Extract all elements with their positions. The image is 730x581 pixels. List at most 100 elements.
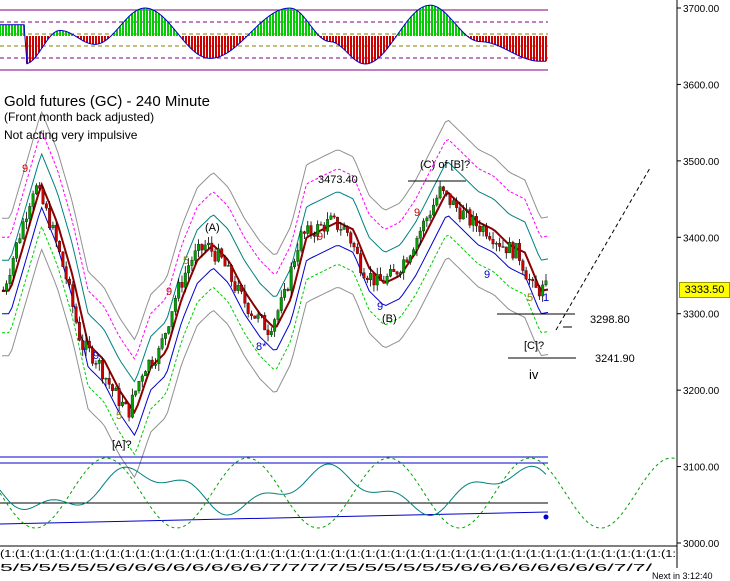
bear-candle	[319, 224, 323, 226]
bull-candle	[187, 265, 191, 274]
bull-candle	[114, 388, 118, 391]
bear-candle	[484, 226, 488, 237]
bear-candle	[81, 340, 85, 350]
y-tick-label: 3500.00	[683, 157, 720, 168]
bear-candle	[455, 200, 459, 208]
bull-candle	[163, 333, 167, 339]
cycle-endpoint-dot	[543, 514, 549, 520]
bear-candle	[478, 225, 482, 232]
sequential-count: 1	[543, 292, 549, 304]
bull-candle	[134, 390, 138, 396]
chart-note: Not acting very impulsive	[4, 128, 138, 142]
bull-candle	[5, 283, 9, 292]
bear-candle	[332, 215, 336, 218]
bull-candle	[326, 219, 330, 232]
bull-candle	[339, 229, 343, 231]
cycle-oscillator-panel	[0, 456, 677, 529]
bear-candle	[243, 291, 247, 304]
bull-candle	[289, 266, 293, 291]
bear-candle	[448, 193, 452, 205]
bull-candle	[428, 214, 432, 219]
bear-candle	[64, 266, 68, 280]
bull-candle	[120, 401, 124, 406]
bear-candle	[111, 384, 114, 391]
price-label-3298: 3298.80	[590, 314, 630, 326]
sequential-count: 9	[377, 301, 383, 313]
bull-candle	[435, 197, 439, 206]
bear-candle	[150, 359, 154, 366]
bear-candle	[441, 186, 445, 191]
bear-candle	[312, 234, 316, 237]
bull-candle	[193, 250, 197, 261]
price-label-3473: 3473.40	[318, 174, 358, 186]
band-line-4	[2, 206, 549, 437]
band-line-1	[2, 129, 549, 360]
chart-title: Gold futures (GC) - 240 Minute	[4, 93, 210, 110]
bear-candle	[127, 403, 131, 418]
wave-label-B-paren: (B)	[382, 313, 397, 325]
sequential-count: 9	[22, 163, 28, 175]
bear-candle	[124, 401, 128, 405]
price-label-3241: 3241.90	[595, 353, 635, 365]
bull-candle	[173, 298, 177, 312]
bear-candle	[54, 225, 58, 242]
bear-candle	[200, 243, 204, 251]
bull-candle	[273, 319, 277, 332]
bull-candle	[514, 243, 518, 259]
bull-candle	[438, 186, 442, 199]
bull-candle	[418, 230, 422, 239]
bear-candle	[524, 270, 528, 280]
bear-candle	[488, 236, 492, 240]
chart-subtitle: (Front month back adjusted)	[4, 110, 155, 124]
bull-candle	[256, 314, 260, 319]
bear-candle	[359, 253, 363, 273]
band-line-5	[2, 225, 549, 456]
bear-candle	[223, 257, 227, 267]
bear-candle	[101, 360, 105, 380]
sequential-count: 8*	[256, 341, 267, 353]
bull-candle	[183, 272, 187, 288]
bull-candle	[293, 261, 296, 268]
wave-label-C-bracket: [C]?	[524, 340, 544, 352]
y-tick-label: 3700.00	[683, 4, 720, 15]
bull-candle	[276, 310, 280, 320]
bear-candle	[511, 242, 515, 259]
bear-candle	[352, 243, 356, 248]
bull-candle	[167, 326, 171, 334]
bear-candle	[68, 278, 71, 285]
top-oscillator-panel	[0, 4, 548, 71]
bear-candle	[77, 322, 81, 341]
bear-candle	[61, 251, 65, 267]
bull-candle	[157, 348, 161, 365]
bull-candle	[481, 226, 485, 232]
bull-candle	[283, 288, 287, 298]
osc-signal-line	[0, 4, 546, 65]
bull-candle	[147, 359, 151, 372]
cycle-band-3	[0, 511, 549, 525]
bear-candle	[521, 260, 525, 271]
bear-candle	[336, 216, 339, 230]
bull-candle	[329, 215, 333, 220]
wave-label-C-of-B: (C) of [B]?	[420, 159, 470, 171]
bear-candle	[504, 246, 508, 254]
x-tick-labels-time: (1:(1:(1:(1:(1:(1:(1:(1:(1:(1:(1:(1:(1:(…	[0, 549, 676, 560]
bull-candle	[104, 378, 108, 380]
cycle-wave	[0, 457, 677, 529]
bull-candle	[137, 381, 141, 392]
bear-candle	[286, 288, 290, 291]
sequential-count: 9	[317, 231, 323, 243]
bear-candle	[379, 274, 382, 281]
bear-candle	[213, 251, 217, 262]
bull-candle	[144, 371, 148, 377]
bear-candle	[395, 271, 399, 275]
band-line-6	[2, 248, 549, 479]
bull-candle	[28, 206, 32, 220]
price-axis: 3700.00 3600.00 3500.00 3400.00 3300.00 3200.…	[677, 4, 720, 550]
bear-candle	[230, 265, 234, 282]
bull-candle	[279, 297, 283, 311]
bear-candle	[405, 259, 409, 263]
y-tick-label: 3600.00	[683, 80, 720, 91]
bear-candle	[250, 313, 253, 316]
bear-candle	[48, 207, 52, 229]
